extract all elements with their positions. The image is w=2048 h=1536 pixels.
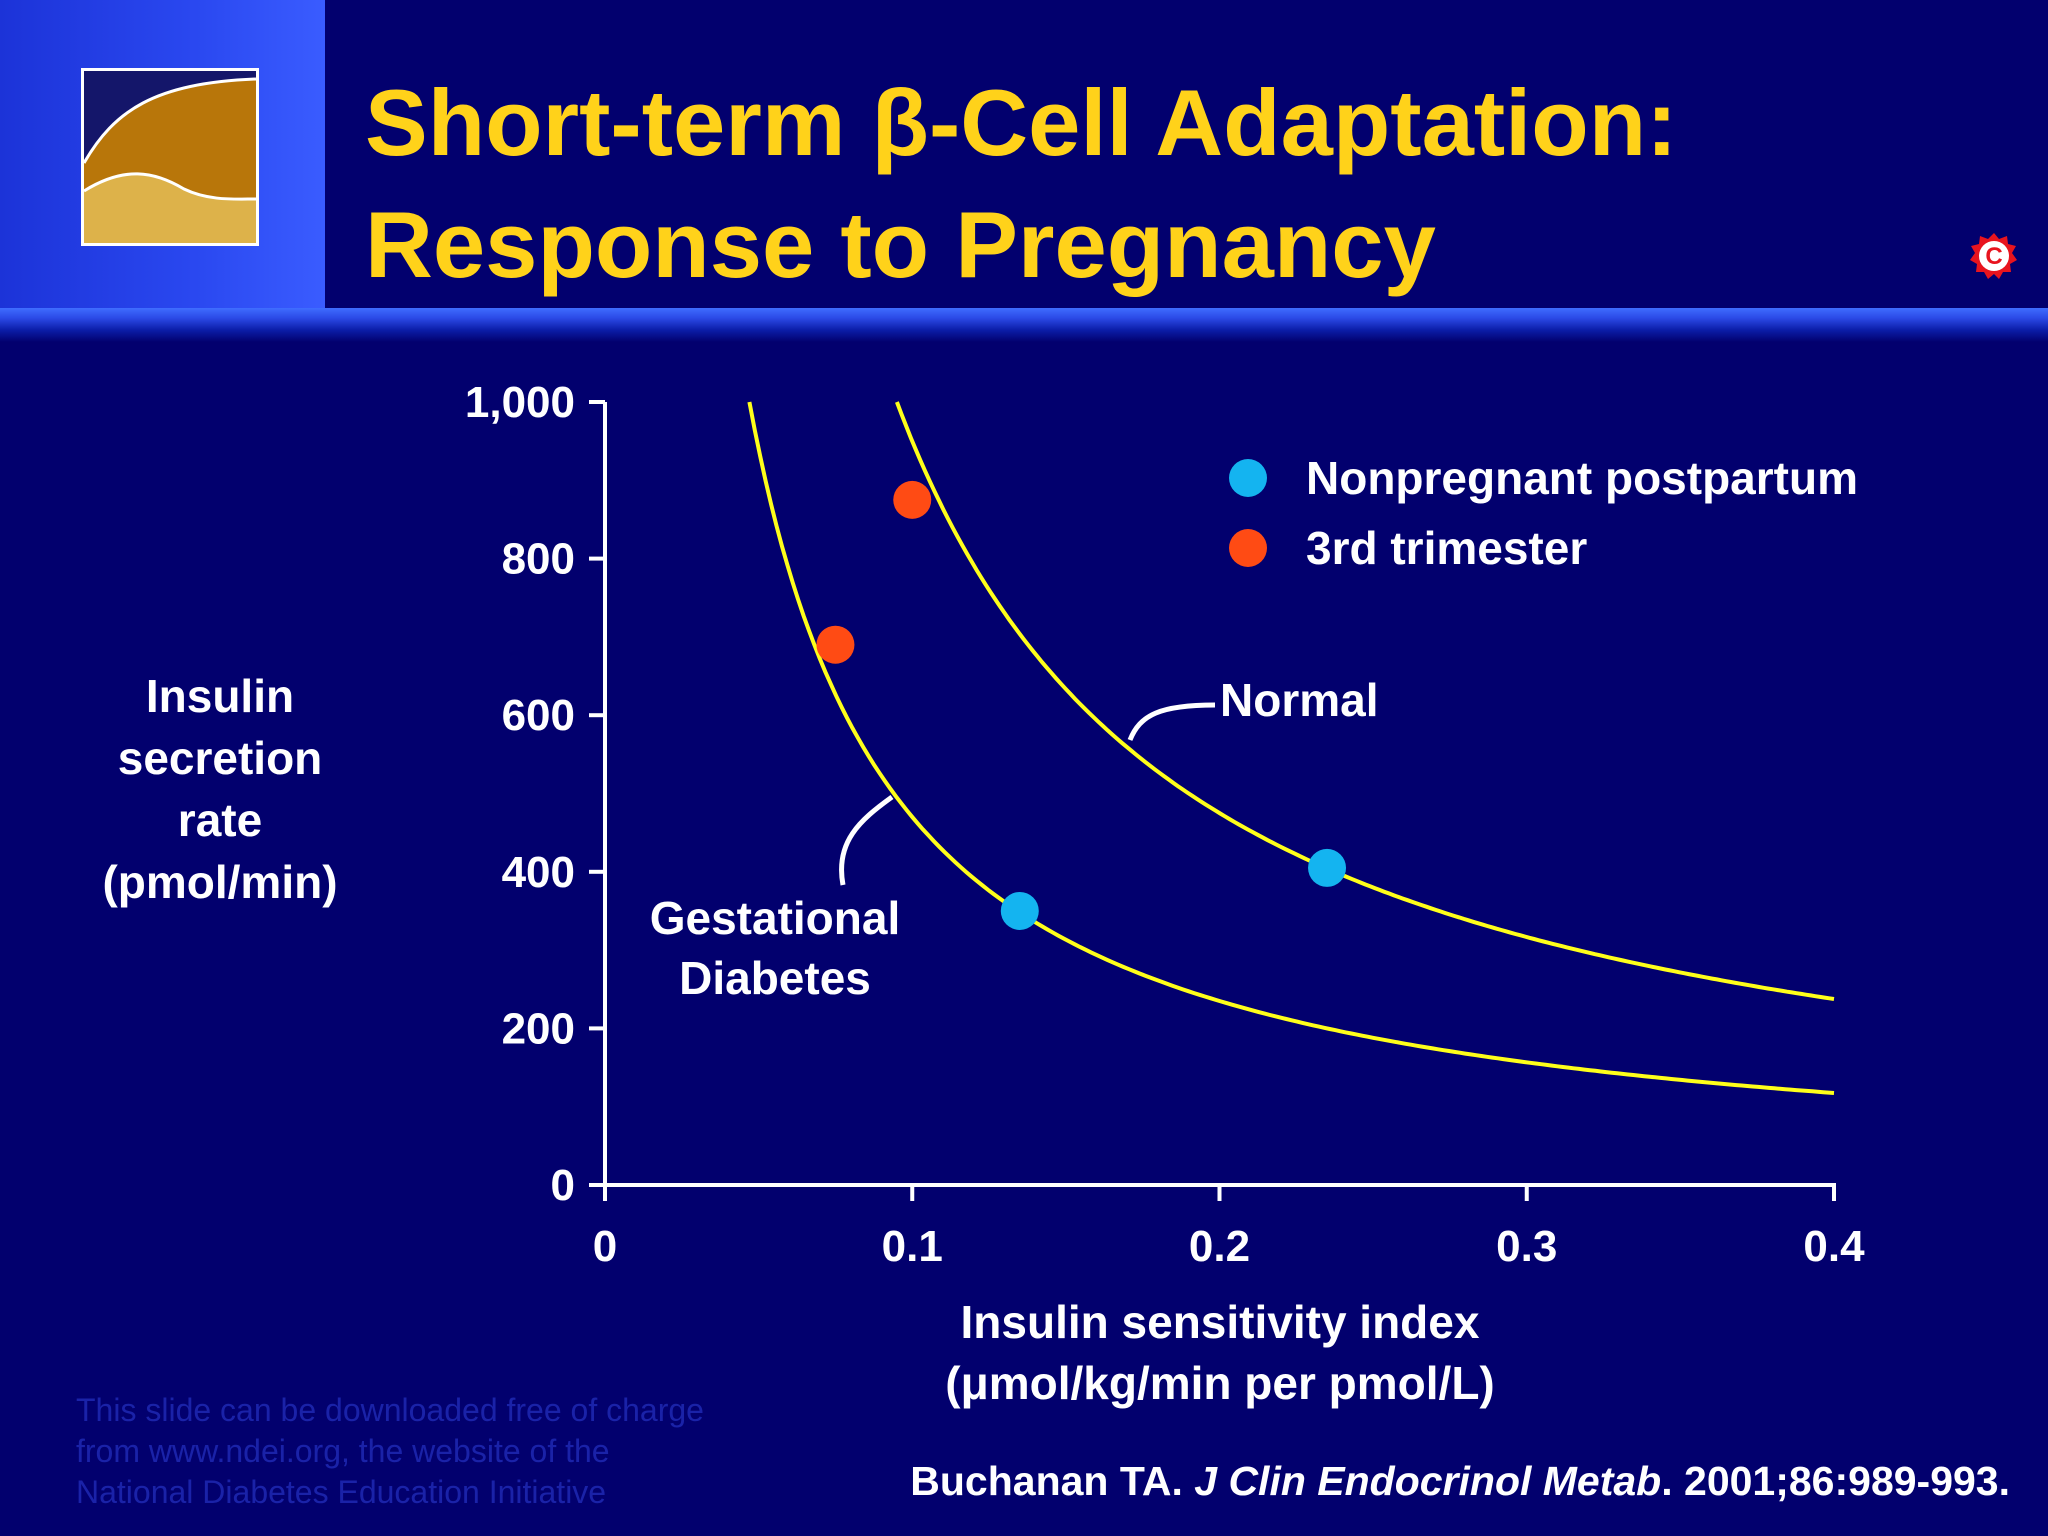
- citation-journal: J Clin Endocrinol Metab: [1194, 1458, 1662, 1504]
- copyright-c-icon: C: [1969, 231, 2019, 281]
- normal-label-leader: [1127, 702, 1216, 741]
- y-axis-label-line: rate: [177, 794, 263, 846]
- citation: Buchanan TA. J Clin Endocrinol Metab. 20…: [760, 1458, 2010, 1505]
- legend-label: 3rd trimester: [1306, 522, 1587, 574]
- y-axis-label-line: (pmol/min): [102, 856, 338, 908]
- chart-axes: 0 200 400 600 800 1,000 0 0.1 0.2 0.3 0.4: [465, 378, 1865, 1271]
- y-tick-label: 200: [502, 1004, 575, 1053]
- y-axis-label-line: Insulin: [145, 670, 295, 722]
- x-axis-label: Insulin sensitivity index (μmol/kg/min p…: [820, 1292, 1620, 1414]
- gestational-diabetes-curve: [747, 401, 1835, 1095]
- x-tick-label: 0.1: [882, 1222, 943, 1271]
- third-trimester-point: [893, 480, 932, 519]
- header-divider-bar: [0, 308, 2048, 342]
- download-note-line: from www.ndei.org, the website of the: [76, 1433, 610, 1469]
- third-trimester-point: [816, 625, 855, 664]
- gestational-curve-label: Diabetes: [679, 952, 871, 1004]
- x-axis-label-line: (μmol/kg/min per pmol/L): [945, 1357, 1495, 1409]
- x-tick-label: 0.3: [1496, 1222, 1557, 1271]
- download-note-line: This slide can be downloaded free of cha…: [76, 1392, 704, 1428]
- y-tick-label: 400: [502, 848, 575, 897]
- download-note-line: National Diabetes Education Initiative: [76, 1474, 607, 1510]
- chart-points: [816, 480, 1347, 930]
- y-axis-label-line: secretion: [117, 732, 323, 784]
- nonpregnant-postpartum-point: [1308, 848, 1347, 887]
- nonpregnant-postpartum-point: [1000, 891, 1039, 930]
- y-tick-label: 0: [551, 1161, 575, 1210]
- y-tick-label: 600: [502, 691, 575, 740]
- gestational-label-leader: [839, 794, 894, 886]
- ndei-logo-icon: [81, 68, 259, 246]
- chart-annotations: Normal Gestational Diabetes: [650, 674, 1379, 1004]
- legend-marker: [1229, 459, 1267, 497]
- svg-text:C: C: [1985, 243, 2002, 270]
- title-line-1: Short-term β-Cell Adaptation:: [365, 70, 1678, 175]
- x-tick-label: 0: [593, 1222, 617, 1271]
- chart-curves: [747, 401, 1835, 1095]
- normal-curve: [895, 401, 1835, 1001]
- y-axis-label: Insulin secretion rate (pmol/min): [60, 665, 380, 913]
- y-tick-label: 1,000: [465, 378, 575, 427]
- y-tick-label: 800: [502, 535, 575, 584]
- citation-details: . 2001;86:989-993.: [1661, 1458, 2010, 1504]
- gestational-curve-label: Gestational: [650, 892, 901, 944]
- chart-legend: Nonpregnant postpartum 3rd trimester: [1229, 452, 1858, 574]
- legend-marker: [1229, 529, 1267, 567]
- legend-label: Nonpregnant postpartum: [1306, 452, 1858, 504]
- x-tick-label: 0.2: [1189, 1222, 1250, 1271]
- x-axis-label-line: Insulin sensitivity index: [960, 1296, 1480, 1348]
- citation-author: Buchanan TA.: [910, 1458, 1195, 1504]
- x-tick-label: 0.4: [1803, 1222, 1865, 1271]
- normal-curve-label: Normal: [1220, 674, 1378, 726]
- download-note: This slide can be downloaded free of cha…: [76, 1390, 776, 1513]
- slide-title: Short-term β-Cell Adaptation: Response t…: [365, 62, 1925, 306]
- title-line-2: Response to Pregnancy: [365, 192, 1436, 297]
